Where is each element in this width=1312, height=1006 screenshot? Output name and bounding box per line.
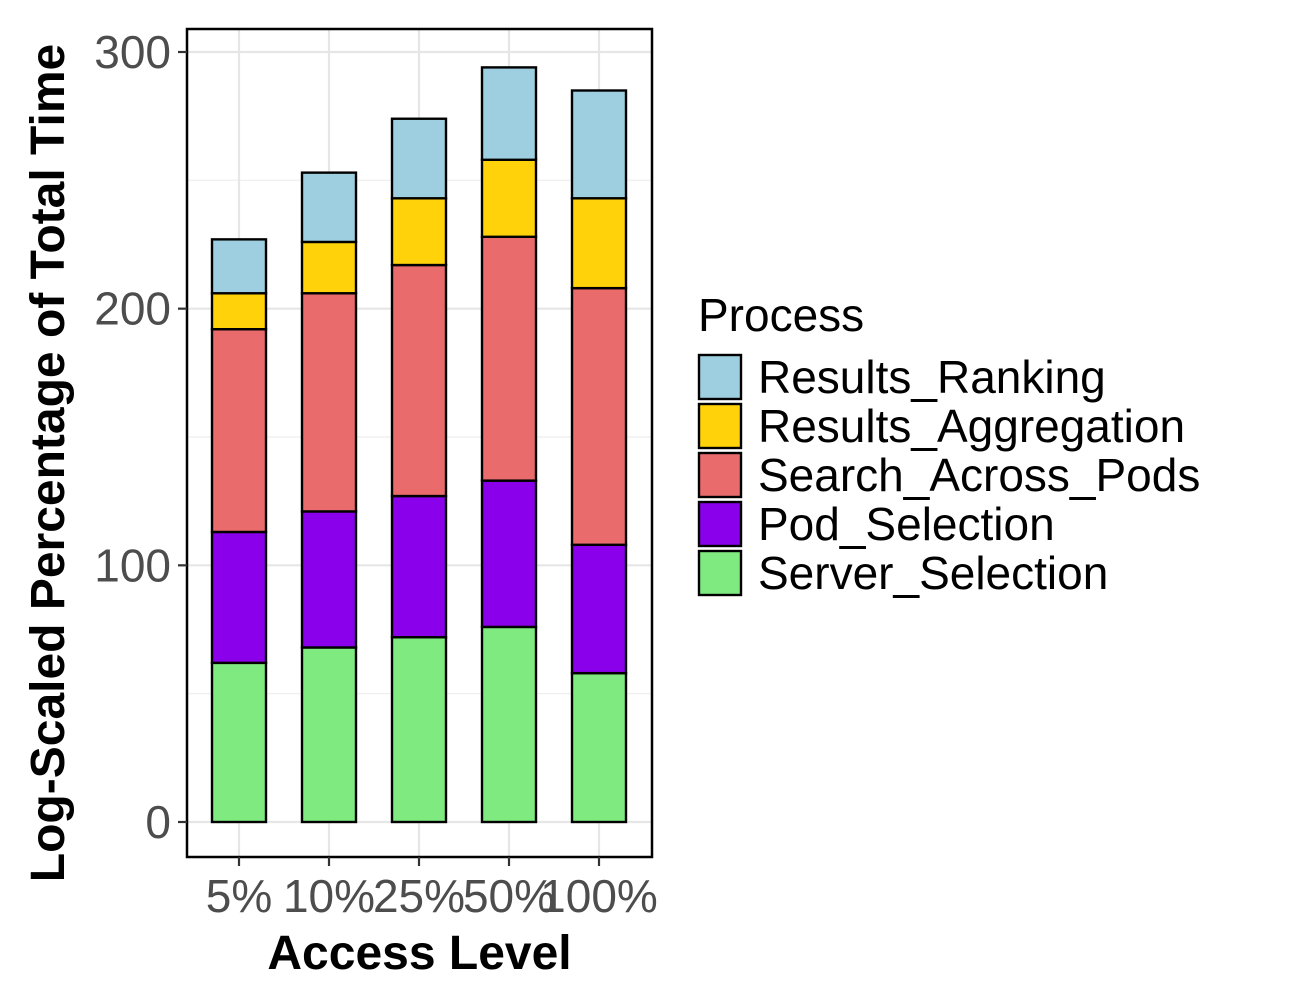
x-tick-label: 25% [373, 870, 465, 922]
bar-segment-search-across-pods [390, 263, 448, 498]
bar-segment-server-selection [210, 661, 268, 824]
bar-segment-search-across-pods [570, 286, 628, 546]
bar-segment-results-aggregation [210, 292, 268, 331]
bar-segment-results-ranking [300, 171, 358, 244]
legend: Process Results_RankingResults_Aggregati… [697, 289, 1200, 599]
legend-label: Results_Ranking [758, 351, 1106, 403]
x-tick-label: 50% [463, 870, 555, 922]
bar-segment-results-ranking [570, 89, 628, 200]
bar-segment-pod-selection [570, 543, 628, 675]
bar-segment-pod-selection [300, 510, 358, 649]
bar-segment-search-across-pods [480, 235, 538, 482]
bar-segment-results-aggregation [300, 240, 358, 295]
bar-segment-results-ranking [390, 117, 448, 200]
bar-segment-pod-selection [480, 479, 538, 629]
bar-segment-results-ranking [480, 66, 538, 162]
bar-segment-results-aggregation [480, 158, 538, 239]
x-tick-label: 5% [206, 870, 272, 922]
x-tick-label: 100% [540, 870, 658, 922]
legend-swatch [697, 402, 743, 450]
y-tick-label: 0 [145, 796, 171, 848]
legend-label: Results_Aggregation [758, 400, 1185, 452]
legend-swatch [697, 549, 743, 597]
bars [210, 66, 628, 824]
x-tick-label: 10% [283, 870, 375, 922]
legend-swatch [697, 353, 743, 401]
bar-segment-server-selection [480, 625, 538, 824]
y-tick-label: 200 [94, 283, 171, 335]
bar-segment-results-aggregation [570, 197, 628, 290]
bar-segment-server-selection [300, 646, 358, 824]
legend-label: Pod_Selection [758, 498, 1055, 550]
bar-segment-search-across-pods [300, 292, 358, 513]
y-axis-title: Log-Scaled Percentage of Total Time [22, 44, 75, 882]
legend-label: Server_Selection [758, 547, 1108, 599]
x-axis-ticks: 5% 10%25%50%100% [206, 857, 658, 922]
legend-swatch [697, 451, 743, 499]
bar-segment-pod-selection [390, 494, 448, 639]
bar-segment-server-selection [390, 636, 448, 824]
bar-segment-search-across-pods [210, 328, 268, 534]
y-tick-label: 300 [94, 26, 171, 78]
legend-label: Search_Across_Pods [758, 449, 1200, 501]
y-tick-label: 100 [94, 539, 171, 591]
bar-segment-results-ranking [210, 238, 268, 295]
legend-swatch [697, 500, 743, 548]
bar-segment-pod-selection [210, 530, 268, 665]
bar-segment-server-selection [570, 671, 628, 824]
x-axis-title: Access Level [267, 927, 571, 980]
y-axis-ticks: 0 100 200 300 [94, 26, 187, 848]
bar-segment-results-aggregation [390, 197, 448, 267]
legend-title: Process [698, 289, 864, 341]
